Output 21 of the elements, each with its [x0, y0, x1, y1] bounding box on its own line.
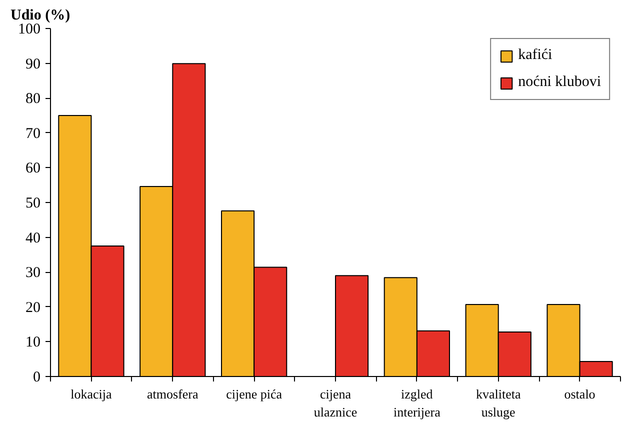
y-tick-label: 80 [26, 91, 40, 108]
y-axis-title: Udio (%) [10, 8, 70, 24]
x-tick-label: kvaliteta usluge [476, 386, 521, 420]
y-tick-label: 100 [18, 22, 40, 38]
y-tick-label: 40 [26, 230, 40, 246]
x-tick-label: atmosfera [147, 386, 198, 402]
x-tick-label: cijene pića [226, 386, 282, 402]
legend-label: noćni klubovi [518, 74, 601, 91]
x-tick-label: izgled interijera [393, 386, 441, 420]
x-tick-label: lokacija [70, 386, 112, 402]
y-tick-label: 60 [26, 160, 40, 177]
y-tick-label: 10 [26, 334, 40, 351]
y-tick-label: 90 [26, 56, 40, 72]
legend-label: kafići [518, 47, 552, 64]
y-tick-label: 70 [26, 126, 40, 142]
y-tick-label: 0 [33, 370, 40, 386]
x-tick-label: cijena ulaznice [314, 386, 358, 420]
y-tick-label: 20 [26, 300, 40, 316]
x-tick-label: ostalo [564, 386, 596, 402]
y-tick-label: 50 [26, 196, 40, 212]
y-tick-label: 30 [26, 265, 40, 282]
